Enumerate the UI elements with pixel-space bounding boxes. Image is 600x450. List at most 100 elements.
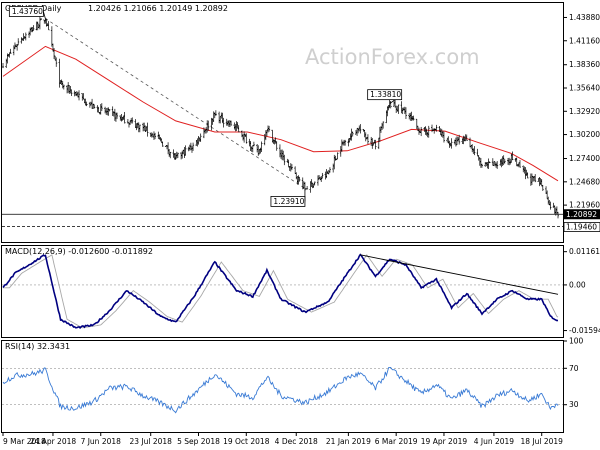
price-axis-tick-label: 1.32920 [569,107,600,116]
price-candle [184,145,187,156]
x-axis-tick-label: 6 Mar 2019 [375,437,418,446]
price-candle [526,172,529,179]
price-candle [511,151,514,161]
price-axis-tick-label: 1.21960 [569,201,600,210]
last-price-box [564,209,600,220]
price-axis-tick-label: 1.38360 [569,60,600,69]
price-candle [150,132,153,138]
macd-trendline [360,254,559,295]
price-candle [154,132,157,140]
price-candle [197,136,200,145]
price-candle [176,152,179,158]
price-axis-tick-label: 1.30200 [569,130,600,139]
price-candle [268,125,271,132]
x-axis-tick-label: 4 Jun 2019 [474,437,515,446]
price-candle [557,211,559,219]
macd-panel-frame [1,245,564,338]
price-candle [290,164,293,170]
ohlc-readout: 1.20426 1.21066 1.20149 1.20892 [88,4,228,13]
price-candle [55,57,58,67]
macd-axis-tick-label: -0.015949 [569,326,600,335]
price-candle [108,109,111,112]
price-candle [488,161,491,164]
price-candle [442,131,445,143]
price-candle [503,158,506,164]
price-candle [336,152,339,160]
price-candle [16,44,19,51]
price-candle [463,136,466,142]
price-candle [237,125,240,133]
price-axis-tick-label: 1.24680 [569,177,600,186]
rsi-axis-tick-label: 100 [569,337,584,346]
price-candle [169,151,172,159]
price-candle [541,184,544,191]
support-price-label: 1.19460 [566,223,597,232]
price-candle [47,21,50,31]
price-candle [192,142,195,151]
price-candle [230,120,233,126]
price-candle [374,139,377,150]
price-candle [93,104,96,109]
price-candle [245,133,248,144]
price-callout: 1.23910 [270,188,306,207]
price-candle [146,122,149,137]
price-candle [549,201,552,210]
price-candle [397,104,400,114]
price-candle [480,163,483,168]
price-candle [435,124,438,132]
last-price-label: 1.20892 [566,210,597,219]
price-candle [38,16,41,30]
price-candle [123,112,126,124]
price-candle [138,124,141,133]
price-candle [32,25,35,31]
price-candle [427,125,430,138]
x-axis-tick-label: 4 Dec 2018 [275,437,318,446]
price-candle [371,138,374,149]
price-candle [298,177,301,182]
macd-axis-tick-label: 0.00 [569,280,586,289]
price-candle [161,141,164,147]
price-candle [17,38,20,46]
price-candle [496,161,499,169]
price-candle [70,89,73,97]
support-price-box [563,222,600,232]
price-candle [412,115,415,121]
price-candle [116,112,119,119]
price-candle [458,134,461,145]
price-candle [40,18,43,20]
macd-signal-line [3,254,559,329]
price-callout-label: 1.43760 [12,7,43,16]
price-candle [366,134,369,145]
price-candle [404,107,407,119]
price-candle [2,63,4,69]
price-candle [214,110,217,116]
x-axis-tick-label: 7 Jun 2018 [81,437,122,446]
price-candle [283,154,286,166]
price-candle [297,175,300,185]
price-candle [199,133,202,142]
price-callout-label: 1.33810 [370,90,401,99]
price-candle [450,138,453,149]
price-candle [62,84,65,90]
x-axis-tick-label: 21 Jan 2019 [326,437,371,446]
price-candle [518,160,521,168]
price-candle [359,124,362,134]
price-candle [9,48,12,54]
price-candle [82,93,85,100]
macd-main-line [2,253,559,330]
price-axis-tick-label: 1.27400 [569,154,600,163]
watermark-text: ActionForex.com [305,45,480,69]
price-candle [313,181,316,186]
macd-axis-tick-label: 0.011619 [569,247,600,256]
price-candle [78,90,81,101]
price-candle [328,167,331,173]
price-candle [131,117,134,124]
price-candle [252,141,255,147]
macd-panel-title: MACD(12,26,9) -0.012600 -0.011892 [5,247,153,256]
price-candle [473,146,476,156]
price-candle [275,141,278,151]
price-candle [534,174,537,183]
price-candle [222,117,225,128]
rsi-panel-frame [1,340,564,433]
